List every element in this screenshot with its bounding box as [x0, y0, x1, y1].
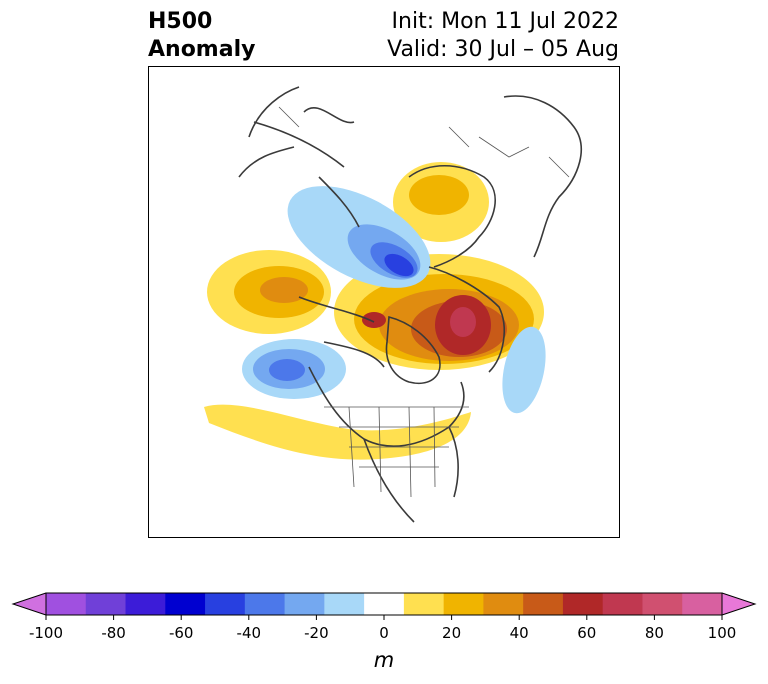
colorbar-segment: [443, 593, 484, 615]
positive-anomaly-greenland-max: [450, 307, 476, 337]
state-borders: [324, 406, 469, 468]
colorbar-ticks: [45, 615, 723, 620]
colorbar-segment: [284, 593, 325, 615]
anomaly-map: [148, 66, 620, 538]
coastlines: [238, 86, 582, 523]
coast-canadian-arctic: [298, 296, 385, 368]
colorbar-tick-label: 40: [509, 624, 529, 642]
colorbar-tick-label: -40: [236, 624, 262, 642]
coast-asia-pacific: [503, 95, 582, 258]
country-borders: [278, 106, 570, 178]
chart-title: H500 Anomaly: [148, 8, 255, 64]
negative-anomaly-pacific-min: [269, 359, 305, 381]
colorbar-unit-label: m: [373, 648, 395, 672]
title-line-1: H500: [148, 9, 213, 34]
positive-anomaly-alaska-max: [260, 277, 308, 303]
negative-anomaly-atlantic: [502, 326, 546, 414]
coast-greenland: [385, 315, 441, 384]
colorbar-tick-label: -100: [28, 624, 64, 642]
colorbar-segment: [244, 593, 286, 615]
positive-anomaly-baffin: [362, 312, 386, 328]
positive-anomaly-siberia-core: [409, 175, 469, 215]
colorbar-segment: [403, 593, 445, 615]
colorbar-segment: [85, 593, 127, 615]
colorbar-segments: [46, 593, 723, 615]
title-line-2: Anomaly: [148, 37, 256, 62]
init-date: Init: Mon 11 Jul 2022: [391, 9, 619, 34]
colorbar-tick-label: 100: [707, 624, 737, 642]
colorbar-segment: [682, 593, 723, 615]
coast-siberia-west: [253, 121, 360, 228]
colorbar-segment: [483, 593, 524, 615]
colorbar-right-arrow: [722, 593, 755, 615]
valid-date: Valid: 30 Jul – 05 Aug: [387, 37, 619, 62]
state-borders-vertical: [348, 406, 436, 498]
colorbar: [11, 592, 757, 620]
colorbar-tick-label: 80: [644, 624, 664, 642]
coast-us-east-west: [363, 426, 459, 523]
colorbar-left-arrow: [13, 593, 46, 615]
negative-anomaly-arctic-min: [384, 253, 414, 277]
political-borders: [278, 106, 570, 498]
colorbar-tick-label: 60: [577, 624, 597, 642]
coast-arctic-islands: [238, 86, 355, 178]
date-info: Init: Mon 11 Jul 2022 Valid: 30 Jul – 05…: [387, 8, 619, 64]
coast-north-america: [308, 366, 465, 447]
colorbar-tick-label: -60: [168, 624, 194, 642]
colorbar-segment: [324, 593, 365, 615]
colorbar-segment: [602, 593, 643, 615]
coast-siberia-east: [408, 164, 496, 268]
coast-greenland-east: [428, 266, 505, 373]
colorbar-segment: [523, 593, 564, 615]
colorbar-segment: [562, 593, 604, 615]
colorbar-segment: [642, 593, 683, 615]
map-svg: [204, 86, 582, 523]
colorbar-segment: [46, 593, 87, 615]
colorbar-segment: [364, 593, 405, 615]
colorbar-tick-label: 0: [379, 624, 389, 642]
colorbar-segment: [205, 593, 246, 615]
colorbar-tick-label: 20: [442, 624, 462, 642]
colorbar-tick-label: -80: [101, 624, 126, 642]
colorbar-segment: [165, 593, 206, 615]
colorbar-tick-label: -20: [304, 624, 329, 642]
colorbar-left-arrow-outline: [11, 592, 47, 616]
colorbar-segment: [125, 593, 166, 615]
colorbar-right-arrow-outline: [721, 592, 757, 616]
